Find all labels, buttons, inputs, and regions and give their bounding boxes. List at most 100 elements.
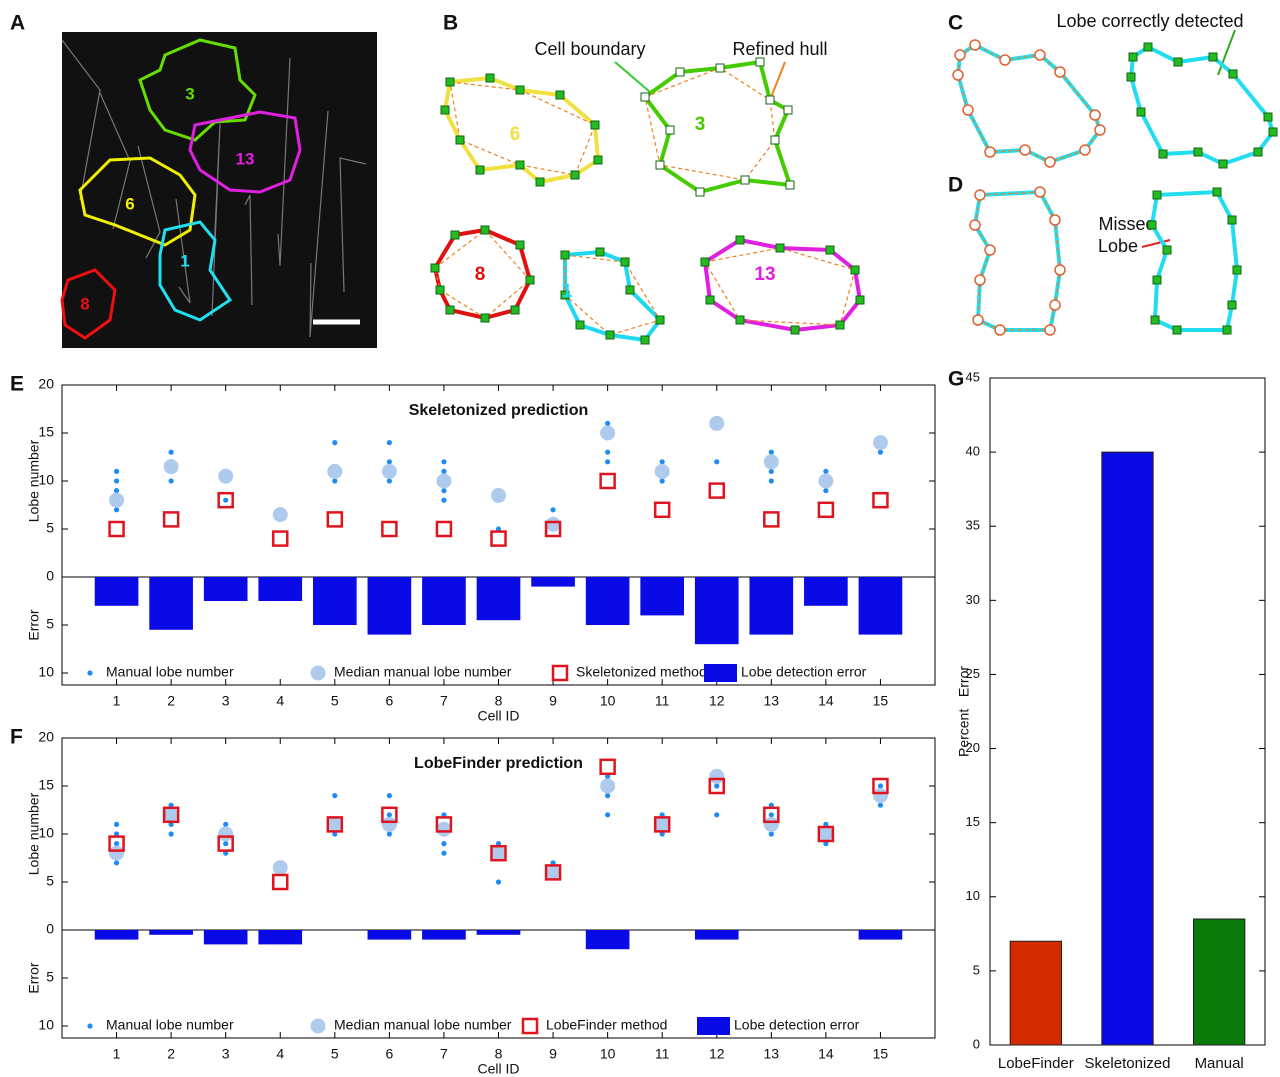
y-tick-label: 5 — [46, 873, 54, 889]
manual-dot — [605, 449, 611, 455]
manual-dot — [113, 478, 120, 484]
manual-dot — [441, 850, 447, 856]
median-marker — [381, 463, 397, 479]
manual-dot — [113, 507, 120, 513]
arrow — [769, 61, 786, 101]
arrow — [1217, 29, 1236, 76]
method-marker — [763, 806, 780, 824]
manual-dot — [386, 831, 392, 837]
cell-outline — [1128, 44, 1276, 167]
hull-point — [1147, 220, 1157, 230]
hull-point — [655, 160, 665, 170]
x-tick-label: 1 — [113, 693, 121, 709]
hull-point — [515, 160, 525, 170]
y-tick-label: 40 — [966, 444, 980, 459]
manual-dot — [386, 793, 392, 799]
hull-point — [435, 285, 445, 295]
median-marker — [545, 516, 561, 532]
hull-point — [1034, 186, 1046, 198]
hull-point — [1173, 57, 1183, 67]
manual-dot — [168, 478, 174, 484]
hull-point — [770, 135, 780, 145]
cell-wall — [211, 123, 221, 317]
method-marker — [162, 511, 180, 528]
method-marker — [435, 816, 453, 833]
hull-point — [1143, 42, 1153, 52]
median-marker — [709, 415, 725, 431]
y-tick-label: 10 — [38, 472, 54, 488]
cell-outline — [972, 189, 1063, 332]
hull-point — [1253, 147, 1263, 157]
x-tick-label: 6 — [385, 693, 393, 709]
x-tick-label: 11 — [655, 1046, 670, 1062]
hull-point — [510, 305, 520, 315]
hull-point — [825, 245, 835, 255]
manual-dot — [768, 802, 774, 808]
x-tick-label: 8 — [495, 693, 503, 709]
median-marker — [654, 463, 670, 479]
x-tick-label: 2 — [167, 693, 175, 709]
hull-point — [515, 85, 525, 95]
hull-point — [1232, 265, 1242, 275]
median-marker — [272, 860, 288, 876]
median-marker — [491, 845, 506, 861]
manual-dot — [113, 468, 120, 474]
legend-symbol — [87, 1023, 93, 1029]
manual-dot — [768, 449, 774, 455]
y-axis-label: Lobe number — [26, 792, 42, 875]
hull-point — [590, 120, 600, 130]
y-tick-label: 20 — [38, 729, 54, 745]
manual-dot — [441, 459, 447, 465]
y-tick-label: 10 — [38, 825, 54, 841]
median-marker — [381, 816, 397, 832]
cell-outline — [60, 268, 117, 340]
hull-point — [969, 39, 981, 51]
manual-dot — [823, 841, 829, 847]
manual-dot — [877, 449, 884, 455]
error-bar — [585, 577, 630, 625]
cell-outline — [78, 156, 197, 247]
manual-dot — [877, 783, 884, 789]
x-tick-label: 13 — [764, 1046, 780, 1062]
hull-point — [575, 320, 585, 330]
manual-dot — [168, 802, 174, 808]
cell-wall — [99, 92, 131, 230]
cell-wall — [175, 198, 191, 304]
panel-label: C — [948, 12, 963, 35]
manual-dot — [495, 841, 502, 847]
hull-point — [1054, 66, 1066, 78]
manual-dot — [823, 488, 829, 494]
median-marker — [872, 788, 888, 804]
cell-outline — [563, 249, 663, 343]
hull-point — [595, 247, 605, 257]
x-tick-label: 9 — [549, 1046, 557, 1062]
method-marker — [490, 844, 507, 862]
cell-outline — [1149, 189, 1240, 332]
hull-point — [765, 95, 775, 105]
error-bar — [694, 577, 739, 645]
y-tick-label: 15 — [38, 424, 54, 440]
manual-dot — [495, 526, 502, 532]
method-marker — [872, 491, 889, 509]
manual-dot — [386, 459, 392, 465]
manual-dot — [332, 831, 338, 837]
error-bar — [694, 930, 739, 940]
x-tick-label: 1 — [113, 1046, 121, 1062]
hull-point — [952, 69, 964, 81]
method-marker — [817, 501, 835, 519]
legend-symbol — [551, 664, 569, 682]
hull-point — [445, 77, 455, 87]
manual-dot — [223, 850, 229, 856]
error-bar — [585, 930, 630, 950]
panel-label: A — [10, 12, 25, 35]
manual-dot — [168, 831, 174, 837]
manual-dot — [386, 812, 392, 818]
panel-label: F — [10, 726, 23, 749]
method-marker — [653, 501, 671, 519]
cell-outline — [188, 110, 302, 194]
hull-point — [1044, 156, 1056, 168]
legend-label: Median manual lobe number — [334, 1017, 512, 1033]
error-tick-label: 10 — [38, 1017, 54, 1033]
legend-label: LobeFinder method — [546, 1017, 667, 1033]
hull-point — [655, 315, 665, 325]
